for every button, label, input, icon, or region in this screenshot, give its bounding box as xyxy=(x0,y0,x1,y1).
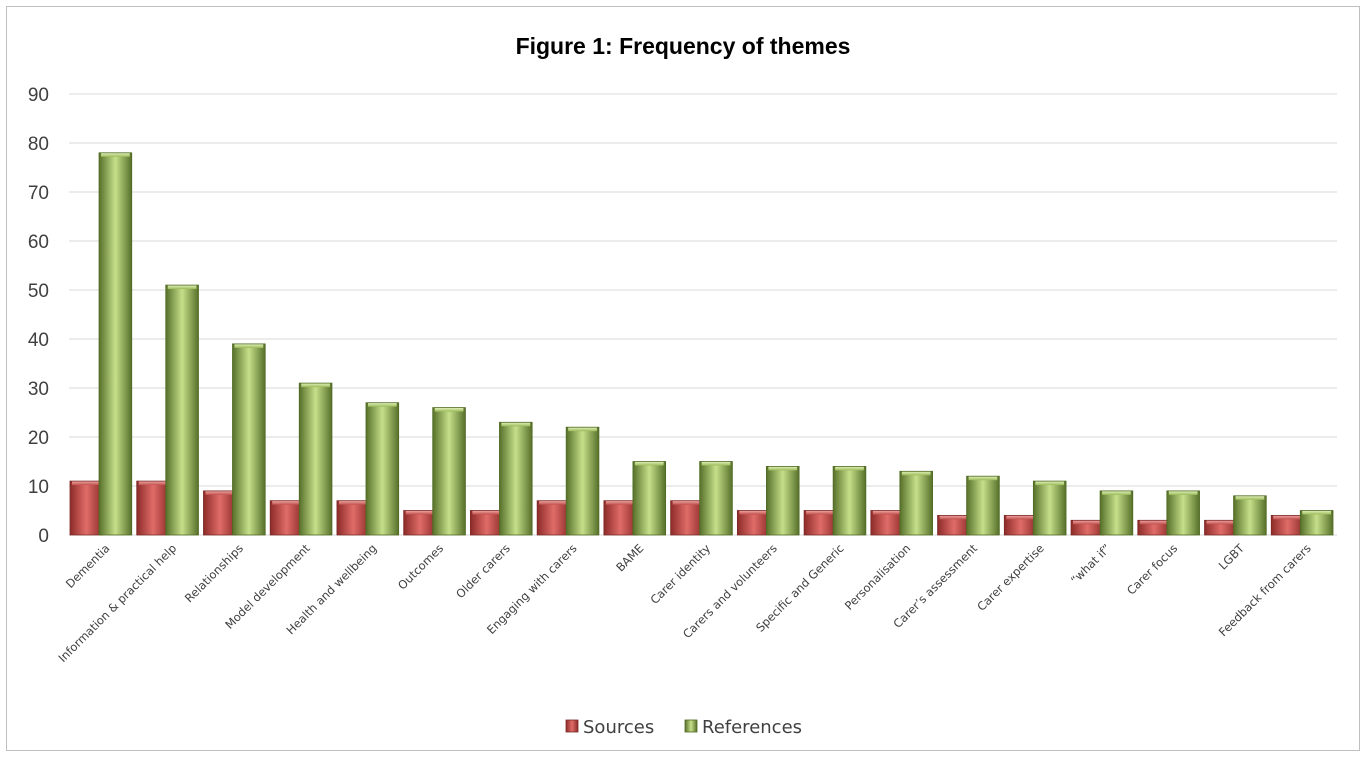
y-tick-label: 10 xyxy=(28,477,49,498)
bar-sources xyxy=(937,514,971,536)
y-tick-label: 40 xyxy=(28,330,49,351)
x-tick-label: Carer expertise xyxy=(974,541,1047,614)
chart-title: Figure 1: Frequency of themes xyxy=(516,33,851,59)
legend: Sources References xyxy=(565,717,802,738)
y-axis-ticks: 0 10 20 30 40 50 60 70 80 90 xyxy=(28,85,49,547)
bar-sources xyxy=(69,480,104,536)
bar-references xyxy=(499,421,533,536)
y-tick-label: 90 xyxy=(28,85,49,106)
x-tick-label: “what if” xyxy=(1068,541,1114,587)
y-tick-label: 0 xyxy=(38,526,49,547)
bar-references xyxy=(1032,480,1067,536)
bar-sources xyxy=(736,510,771,536)
bar-sources xyxy=(670,500,704,536)
bar-references xyxy=(432,407,466,536)
bar-references xyxy=(1099,490,1134,536)
bar-references xyxy=(565,426,600,536)
bars xyxy=(69,152,1334,536)
bar-sources xyxy=(1270,514,1305,536)
y-tick-label: 50 xyxy=(28,281,49,302)
bar-sources xyxy=(1204,519,1238,536)
bar-references xyxy=(98,152,133,536)
x-tick-label: Carer focus xyxy=(1124,541,1180,597)
x-tick-label: BAME xyxy=(613,541,646,574)
bar-sources xyxy=(203,490,237,536)
bar-references xyxy=(632,461,667,536)
legend-swatch-sources xyxy=(565,719,579,733)
bar-references xyxy=(699,461,733,536)
y-tick-label: 70 xyxy=(28,183,49,204)
bar-sources xyxy=(403,510,437,536)
bar-references xyxy=(165,284,199,536)
bar-sources xyxy=(870,510,904,536)
gridlines xyxy=(69,93,1337,536)
bar-sources xyxy=(136,480,170,536)
y-tick-label: 80 xyxy=(28,134,49,155)
bar-sources xyxy=(536,500,571,536)
bar-sources xyxy=(803,510,838,536)
bar-references xyxy=(832,465,867,536)
chart-frame: Figure 1: Frequency of themes 0 10 20 30 40 5… xyxy=(6,6,1360,751)
bar-references xyxy=(232,343,266,536)
bar-references xyxy=(298,382,333,536)
chart-canvas: Figure 1: Frequency of themes 0 10 20 30 40 5… xyxy=(28,33,1337,738)
bar-sources xyxy=(1003,514,1038,536)
bar-sources xyxy=(603,500,637,536)
y-tick-label: 30 xyxy=(28,379,49,400)
bar-references xyxy=(1233,495,1267,536)
y-tick-label: 20 xyxy=(28,428,49,449)
legend-label-sources: Sources xyxy=(583,717,654,738)
bar-references xyxy=(1166,490,1200,536)
bar-sources xyxy=(336,500,371,536)
bar-references xyxy=(1299,510,1334,536)
bar-sources xyxy=(1137,519,1171,536)
bar-references xyxy=(365,402,400,536)
bar-sources xyxy=(269,500,304,536)
x-tick-label: Carer identity xyxy=(647,541,713,607)
y-tick-label: 60 xyxy=(28,232,49,253)
x-tick-label: Older carers xyxy=(453,541,513,601)
x-tick-label: Outcomes xyxy=(395,541,446,592)
bar-sources xyxy=(470,510,504,536)
legend-label-references: References xyxy=(702,717,802,738)
bar-sources xyxy=(1070,519,1105,536)
bar-references xyxy=(899,470,933,536)
x-tick-label: Personalisation xyxy=(842,541,914,613)
x-tick-label: Dementia xyxy=(63,541,113,591)
bar-references xyxy=(766,465,800,536)
x-tick-label: Information & practical help xyxy=(55,541,179,665)
x-tick-label: LGBT xyxy=(1216,541,1248,573)
x-tick-label: Relationships xyxy=(182,541,246,605)
bar-references xyxy=(966,475,1000,536)
legend-swatch-references xyxy=(684,719,698,733)
